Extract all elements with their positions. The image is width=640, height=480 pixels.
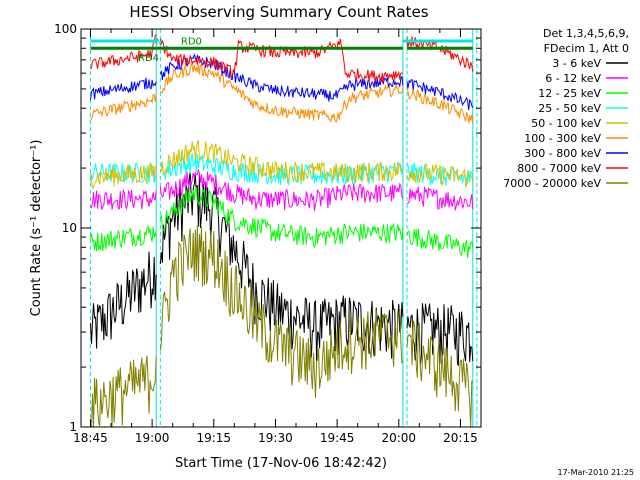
legend-label-0: 3 - 6 keV xyxy=(552,57,601,70)
legend-label-7: 800 - 7000 keV xyxy=(517,162,601,175)
y-axis-label: Count Rate (s⁻¹ detector⁻¹) xyxy=(29,140,44,317)
series-line-2 xyxy=(90,187,474,259)
legend: 3 - 6 keV 6 - 12 keV 12 - 25 keV 25 - 50 ke… xyxy=(503,57,628,190)
annotation-rd0: RD0 xyxy=(181,36,202,47)
x-tick-label-6: 20:15 xyxy=(443,431,478,445)
x-tick-label-0: 18:45 xyxy=(73,431,108,445)
legend-label-6: 300 - 800 keV xyxy=(524,147,601,160)
series-line-4 xyxy=(90,139,474,189)
annotation-rd4: RD4 xyxy=(138,53,159,64)
mode-markers: RD0 xyxy=(90,36,473,50)
chart-title: HESSI Observing Summary Count Rates xyxy=(129,3,428,21)
legend-label-4: 50 - 100 keV xyxy=(531,117,601,130)
x-tick-label-3: 19:30 xyxy=(258,431,293,445)
legend-label-2: 12 - 25 keV xyxy=(538,87,601,100)
y-tick-label-0: 1 xyxy=(69,420,77,434)
timestamp: 17-Mar-2010 21:25 xyxy=(558,468,635,477)
legend-label-3: 25 - 50 keV xyxy=(538,102,601,115)
series-group xyxy=(90,34,474,428)
legend-header-line-2: FDecim 1, Att 0 xyxy=(544,42,629,55)
y-tick-label-1: 10 xyxy=(62,221,77,235)
legend-label-8: 7000 - 20000 keV xyxy=(503,177,601,190)
annotation-n: N xyxy=(156,38,163,48)
x-tick-label-4: 19:45 xyxy=(320,431,355,445)
legend-header-line-1: Det 1,3,4,5,6,9, xyxy=(543,27,629,40)
legend-label-5: 100 - 300 keV xyxy=(524,132,601,145)
x-tick-label-5: 20:00 xyxy=(381,431,416,445)
x-axis-label: Start Time (17-Nov-06 18:42:42) xyxy=(175,456,387,471)
series-line-5 xyxy=(90,62,474,125)
series-line-1 xyxy=(90,168,474,211)
axes: 18:45 19:00 19:15 19:30 19:45 20:00 20:15 1 10 10… xyxy=(54,22,482,445)
x-tick-label-1: 19:00 xyxy=(135,431,170,445)
y-tick-label-2: 100 xyxy=(54,22,77,36)
series-line-8 xyxy=(90,225,474,428)
x-tick-label-2: 19:15 xyxy=(196,431,231,445)
series-line-6 xyxy=(90,53,474,111)
legend-label-1: 6 - 12 keV xyxy=(545,72,601,85)
